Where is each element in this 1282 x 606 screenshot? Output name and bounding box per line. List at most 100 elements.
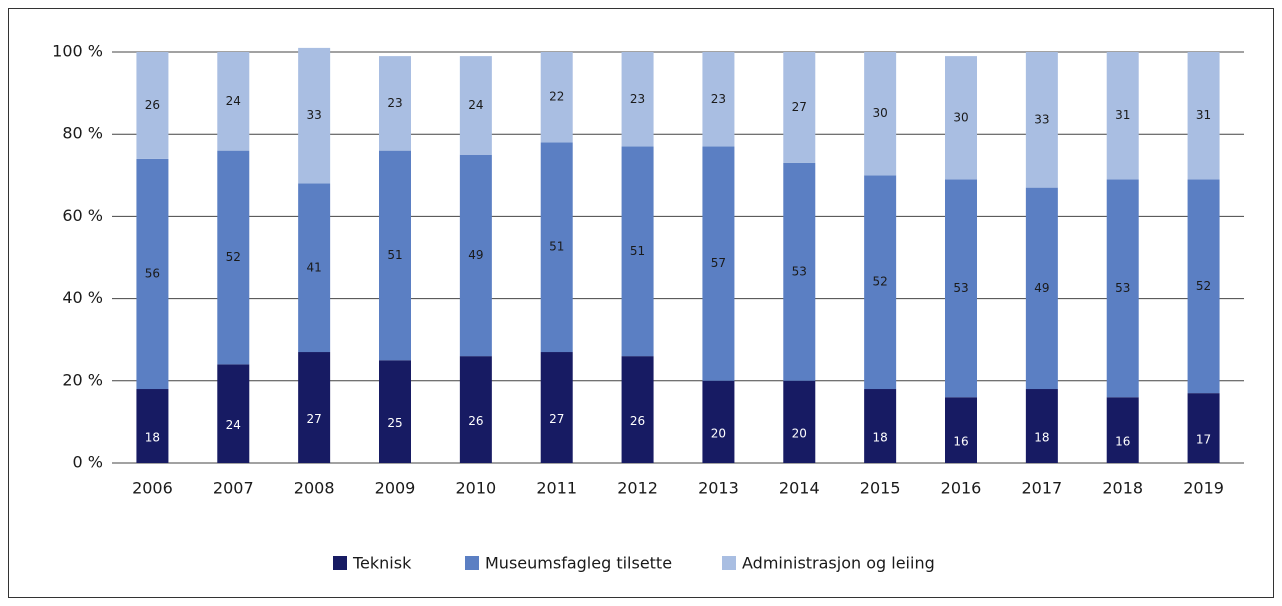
value-label: 27: [792, 100, 807, 114]
value-label: 51: [630, 244, 645, 258]
value-label: 49: [468, 248, 483, 262]
value-label: 31: [1115, 108, 1130, 122]
value-label: 16: [1115, 435, 1130, 449]
x-tick-label: 2006: [132, 479, 173, 498]
value-label: 30: [953, 110, 968, 124]
bar-segment: [1106, 397, 1139, 463]
value-label: 41: [307, 260, 322, 274]
bar-segment: [945, 56, 977, 180]
value-label: 20: [792, 426, 807, 440]
x-tick-label: 2015: [860, 479, 901, 498]
bar-segment: [702, 380, 735, 463]
x-tick-label: 2014: [779, 479, 820, 498]
bar-segment: [379, 56, 411, 151]
y-tick-label: 80 %: [62, 124, 103, 143]
value-label: 18: [1034, 431, 1049, 445]
y-tick-label: 20 %: [62, 370, 103, 389]
bar-segment: [1025, 389, 1058, 463]
value-label: 56: [145, 266, 160, 280]
y-tick-label: 60 %: [62, 206, 103, 225]
value-label: 31: [1196, 108, 1211, 122]
bar-segment: [864, 389, 897, 463]
value-label: 26: [145, 98, 160, 112]
legend-swatch: [722, 556, 736, 570]
x-tick-label: 2011: [536, 479, 577, 498]
legend-label: Museumsfagleg tilsette: [485, 554, 672, 573]
legend-swatch: [465, 556, 479, 570]
value-label: 20: [711, 426, 726, 440]
bar-segment: [459, 154, 492, 357]
value-label: 24: [468, 98, 483, 112]
bar-segment: [945, 179, 977, 398]
y-tick-label: 100 %: [52, 42, 103, 61]
bar-segment: [783, 162, 816, 381]
value-label: 23: [387, 96, 402, 110]
value-label: 23: [711, 92, 726, 106]
bar-segment: [1187, 52, 1220, 180]
value-label: 30: [873, 106, 888, 120]
bar-segment: [945, 397, 977, 463]
value-label: 53: [953, 281, 968, 295]
x-tick-label: 2009: [375, 479, 416, 498]
value-label: 24: [226, 418, 241, 432]
value-label: 27: [307, 412, 322, 426]
bar-segment: [217, 150, 250, 365]
bar-segment: [379, 360, 411, 463]
bar-segment: [217, 52, 250, 151]
bar-segment: [864, 175, 897, 390]
value-label: 52: [873, 275, 888, 289]
bar-segment: [621, 356, 654, 463]
value-label: 57: [711, 256, 726, 270]
bar-segment: [1025, 52, 1058, 188]
x-tick-label: 2012: [617, 479, 658, 498]
legend-label: Administrasjon og leiing: [742, 554, 935, 573]
bar-segment: [298, 352, 331, 463]
x-tick-label: 2016: [941, 479, 982, 498]
frame: [8, 8, 1274, 598]
bar-segment: [702, 52, 735, 147]
bar-segment: [621, 52, 654, 147]
bar-segment: [1025, 187, 1058, 390]
value-label: 51: [387, 248, 402, 262]
y-tick-label: 0 %: [73, 453, 103, 472]
bar-segment: [298, 183, 331, 353]
bar-segment: [783, 52, 816, 163]
bar-segment: [540, 352, 573, 463]
value-label: 27: [549, 412, 564, 426]
bar-segment: [1187, 393, 1220, 463]
value-label: 24: [226, 94, 241, 108]
x-tick-label: 2008: [294, 479, 335, 498]
bar-segment: [136, 52, 169, 159]
value-label: 52: [226, 250, 241, 264]
y-tick-label: 40 %: [62, 288, 103, 307]
value-label: 33: [1034, 112, 1049, 126]
value-label: 26: [630, 414, 645, 428]
value-label: 49: [1034, 281, 1049, 295]
x-tick-label: 2019: [1183, 479, 1224, 498]
value-label: 22: [549, 90, 564, 104]
bar-segment: [298, 47, 331, 184]
bar-segment: [540, 142, 573, 353]
bar-segment: [864, 52, 897, 176]
bar-segment: [136, 158, 169, 390]
x-tick-label: 2010: [455, 479, 496, 498]
bar-segment: [540, 52, 573, 143]
value-label: 23: [630, 92, 645, 106]
bar-segment: [702, 146, 735, 381]
value-label: 33: [307, 108, 322, 122]
bar-segment: [1187, 179, 1220, 394]
bar-segment: [459, 356, 492, 463]
x-tick-label: 2017: [1021, 479, 1062, 498]
value-label: 17: [1196, 433, 1211, 447]
bar-segment: [459, 56, 492, 155]
x-tick-label: 2007: [213, 479, 254, 498]
bar-segment: [136, 389, 169, 463]
value-label: 26: [468, 414, 483, 428]
value-label: 53: [1115, 281, 1130, 295]
legend-swatch: [333, 556, 347, 570]
x-tick-label: 2013: [698, 479, 739, 498]
legend-label: Teknisk: [352, 554, 412, 573]
bar-segment: [1106, 179, 1139, 398]
bar-segment: [1106, 52, 1139, 180]
